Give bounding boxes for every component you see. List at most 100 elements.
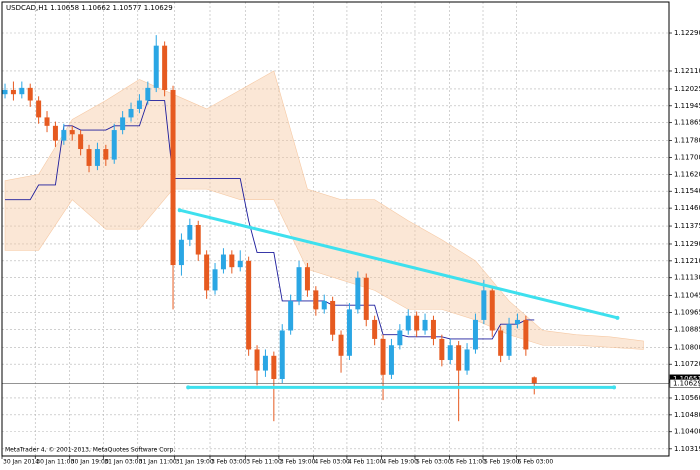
candle-body — [447, 345, 453, 361]
trendline-anchor — [177, 208, 182, 213]
x-tick-label: 30 Jan 11:00 — [36, 459, 74, 466]
candle-body — [78, 134, 84, 150]
candle-body — [481, 290, 487, 320]
x-tick-label: 30 Jan 2014 — [3, 459, 39, 466]
candle-body — [514, 319, 520, 325]
candle-body — [422, 319, 428, 331]
candle-body — [271, 355, 277, 379]
candle-body — [69, 130, 75, 135]
candle-body — [313, 290, 319, 310]
y-tick-label: 1.11945 — [674, 102, 700, 110]
candle-body — [397, 330, 403, 346]
candle-body — [372, 319, 378, 339]
candle-body — [94, 149, 100, 166]
candle-body — [254, 349, 260, 371]
candle-body — [212, 269, 218, 291]
candle-body — [162, 45, 168, 90]
candle-body — [346, 309, 352, 356]
y-tick-label: 1.11375 — [674, 222, 700, 230]
price-label: 1.10629 — [673, 379, 700, 387]
footer: MetaTrader 4, © 2001-2013, MetaQuotes So… — [5, 447, 175, 454]
candle-body — [338, 334, 344, 356]
candle-body — [27, 87, 33, 101]
x-tick-label: 5 Feb 11:00 — [450, 459, 486, 466]
y-tick-label: 1.10480 — [674, 411, 700, 419]
candle-body — [19, 87, 25, 95]
y-tick-label: 1.10720 — [674, 360, 700, 368]
candle-body — [103, 149, 109, 160]
candle-body — [321, 300, 327, 310]
candle-body — [388, 345, 394, 375]
candle-body — [170, 89, 176, 266]
candle-body — [136, 100, 142, 109]
x-tick-label: 3 Feb 19:00 — [280, 459, 316, 466]
candle-body — [128, 108, 134, 118]
y-tick-label: 1.11210 — [674, 257, 700, 265]
y-tick-label: 1.11130 — [674, 274, 700, 282]
candle-body — [380, 338, 386, 375]
candle-body — [44, 117, 50, 126]
candle-body — [220, 254, 226, 270]
y-tick-label: 1.11865 — [674, 119, 700, 127]
candle-body — [363, 277, 369, 320]
x-tick-label: 5 Feb 03:00 — [416, 459, 452, 466]
y-tick-label: 1.11460 — [674, 204, 700, 212]
candle-body — [246, 260, 252, 350]
y-tick-label: 1.11700 — [674, 153, 700, 161]
y-tick-label: 1.11540 — [674, 187, 700, 195]
candle-body — [195, 224, 201, 255]
candle-body — [464, 349, 470, 371]
candle-body — [489, 290, 495, 331]
candle-body — [430, 319, 436, 339]
y-tick-label: 1.11620 — [674, 170, 700, 178]
y-tick-label: 1.12290 — [674, 29, 700, 37]
x-tick-label: 3 Feb 11:00 — [246, 459, 282, 466]
grid — [2, 2, 669, 456]
y-tick-label: 1.10319 — [674, 445, 700, 453]
y-tick-label: 1.10560 — [674, 394, 700, 402]
plot-border — [1, 1, 670, 457]
trendline-anchor — [615, 315, 620, 320]
candle-body — [498, 330, 504, 356]
candle-body — [178, 239, 184, 266]
y-tick-label: 1.11780 — [674, 137, 700, 145]
x-tick-label: 5 Feb 19:00 — [484, 459, 520, 466]
price-label: 1.10651 — [673, 375, 700, 383]
candle-body — [472, 319, 478, 350]
x-tick-label: 4 Feb 11:00 — [348, 459, 384, 466]
candle-body — [355, 277, 361, 310]
candle-body — [296, 267, 302, 301]
candle-body — [439, 338, 445, 361]
x-tick-label: 31 Jan 03:00 — [104, 459, 142, 466]
candle-body — [330, 300, 336, 335]
y-tick-label: 1.10885 — [674, 325, 700, 333]
candle-body — [36, 100, 42, 118]
x-tick-label: 30 Jan 19:00 — [71, 459, 109, 466]
candle-body — [145, 87, 151, 101]
candle-body — [153, 45, 159, 88]
candle-body — [414, 315, 420, 331]
candle-body — [405, 315, 411, 331]
x-tick-label: 6 Feb 03:00 — [518, 459, 554, 466]
candle-body — [456, 345, 462, 371]
x-tick-label: 31 Jan 11:00 — [139, 459, 177, 466]
candle-body — [52, 125, 58, 141]
candle-body — [120, 117, 126, 131]
y-tick-label: 1.10800 — [674, 343, 700, 351]
candle-body — [506, 324, 512, 356]
kijun-line — [5, 100, 535, 340]
x-tick-label: 3 Feb 03:00 — [211, 459, 247, 466]
plot-area — [2, 35, 669, 422]
candle-body — [61, 130, 67, 141]
y-tick-label: 1.11045 — [674, 292, 700, 300]
candle-body — [237, 260, 243, 268]
price-label-box — [669, 379, 700, 388]
candle-body — [204, 254, 210, 291]
x-tick-label: 4 Feb 19:00 — [382, 459, 418, 466]
candle-body — [288, 300, 294, 331]
x-tick-label: 31 Jan 19:00 — [176, 459, 214, 466]
candle-body — [187, 224, 193, 240]
axes: 1.12290 1.12110 1.12025 1.11945 1.11865 1.117… — [1, 29, 700, 466]
y-tick-label: 1.10400 — [674, 428, 700, 436]
